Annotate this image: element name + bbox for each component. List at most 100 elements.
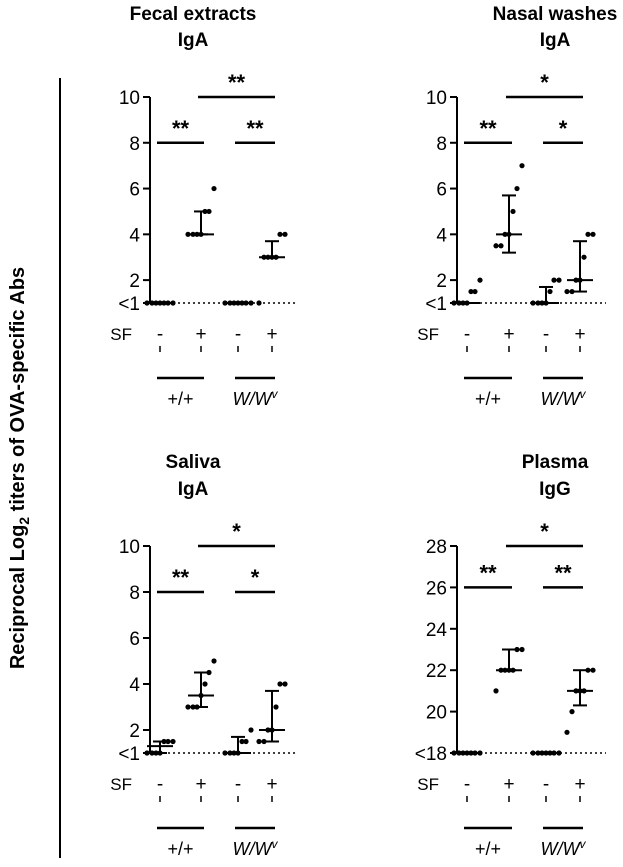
data-point (165, 300, 171, 306)
sf-sign: + (574, 774, 585, 795)
data-point (157, 750, 163, 756)
data-point (256, 300, 262, 306)
data-point (282, 231, 288, 237)
data-point (235, 300, 241, 306)
significance-label: * (559, 116, 568, 141)
y-tick-label: 6 (129, 180, 140, 201)
data-point (227, 750, 233, 756)
y-tick-label: <1 (425, 294, 447, 315)
data-point (269, 254, 275, 260)
sf-sign: + (195, 324, 206, 345)
data-point (498, 243, 504, 249)
data-point (206, 669, 212, 676)
data-point (157, 300, 163, 306)
data-point (519, 646, 525, 653)
data-point (261, 738, 267, 745)
data-point (273, 254, 279, 260)
y-tick-label: 6 (436, 180, 447, 201)
panel-subtitle: IgA (178, 479, 209, 500)
group-label: +/+ (167, 839, 193, 859)
data-point (510, 667, 516, 673)
series-3 (222, 300, 254, 306)
sf-sign: + (503, 774, 514, 795)
data-point (577, 688, 583, 694)
data-point (556, 277, 562, 283)
data-point (153, 300, 159, 306)
data-point (222, 750, 228, 756)
series-2 (493, 163, 525, 254)
series-3 (222, 727, 254, 756)
sf-sign: - (235, 774, 241, 795)
y-tick-label: 6 (129, 629, 140, 650)
data-point (170, 300, 176, 306)
data-point (269, 727, 275, 733)
series-3 (530, 750, 562, 756)
data-point (493, 243, 499, 249)
data-point (265, 254, 271, 260)
data-point (556, 750, 562, 756)
series-4 (256, 231, 288, 306)
data-point (248, 300, 254, 306)
group-label: +/+ (167, 389, 193, 409)
data-point (190, 231, 196, 237)
data-point (243, 300, 249, 306)
data-point (564, 288, 570, 295)
data-point (585, 231, 591, 237)
data-point (451, 300, 457, 306)
sf-sign: - (157, 324, 163, 345)
data-point (547, 750, 553, 756)
data-point (256, 738, 262, 745)
data-point (506, 231, 512, 237)
y-tick-label: 10 (119, 537, 140, 558)
data-point (243, 738, 249, 745)
panel-title: Nasal washes (493, 4, 618, 25)
y-tick-label: <18 (415, 744, 447, 765)
data-point (265, 727, 271, 733)
data-point (519, 163, 525, 169)
data-point (456, 750, 462, 756)
sf-sign: + (574, 324, 585, 345)
y-tick-label: 2 (129, 721, 140, 742)
data-point (581, 688, 587, 694)
data-point (502, 667, 508, 673)
data-point (194, 704, 200, 710)
data-point (206, 208, 212, 215)
series-4 (564, 667, 596, 735)
sf-sign: + (503, 324, 514, 345)
data-point (468, 750, 474, 756)
data-point (282, 681, 288, 687)
y-tick-label: 8 (436, 134, 447, 155)
data-point (530, 750, 536, 756)
sf-sign: + (266, 774, 277, 795)
group-label: +/+ (475, 839, 501, 859)
sf-sign: - (235, 324, 241, 345)
group-label: W/Wv (233, 387, 279, 409)
panel-title: Fecal extracts (130, 4, 257, 25)
data-point (198, 231, 204, 237)
data-point (190, 704, 196, 710)
data-point (451, 750, 457, 756)
data-point (502, 231, 508, 237)
data-point (590, 667, 596, 673)
data-point (211, 658, 217, 664)
data-point (472, 750, 478, 756)
y-tick-label: 4 (129, 225, 140, 246)
data-point (194, 231, 200, 237)
data-point (514, 646, 520, 653)
data-point (198, 692, 204, 699)
data-point (543, 300, 549, 306)
data-point (498, 667, 504, 673)
sf-row-label: SF (110, 325, 132, 344)
sf-sign: - (543, 774, 549, 795)
data-point (569, 288, 575, 295)
data-point (573, 688, 579, 694)
main-y-axis-label: Reciprocal Log2 titers of OVA-specific A… (7, 267, 32, 669)
sf-row-label: SF (110, 775, 132, 794)
data-point (547, 288, 553, 295)
data-point (460, 300, 466, 306)
data-point (211, 185, 217, 192)
data-point (464, 300, 470, 306)
significance-label: * (251, 565, 260, 590)
significance-label: ** (246, 116, 264, 141)
